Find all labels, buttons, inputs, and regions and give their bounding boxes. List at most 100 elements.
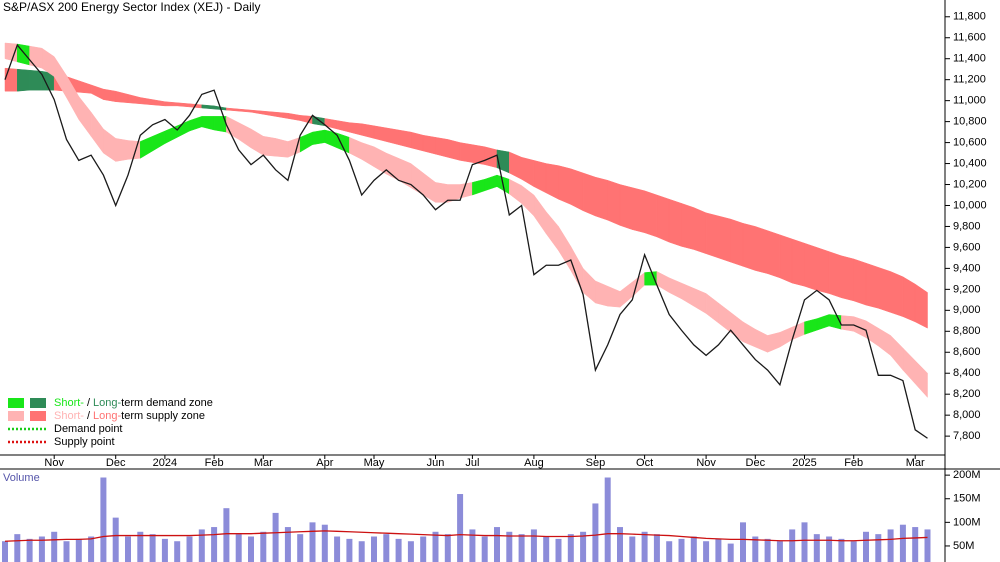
volume-bar (407, 541, 414, 562)
volume-bar (112, 517, 119, 562)
x-tick-label: 2024 (153, 457, 177, 469)
y-tick-label: 200M (953, 469, 981, 481)
short-term-zone (312, 129, 326, 145)
volume-bar (690, 536, 697, 562)
volume-bar (432, 531, 439, 562)
long-term-zone (570, 168, 584, 212)
volume-bar (100, 477, 107, 562)
volume-bar (776, 541, 783, 562)
x-tick-label: Nov (696, 457, 716, 469)
volume-bar (875, 534, 882, 562)
long-term-zone (17, 68, 30, 92)
x-tick-label: Jun (427, 457, 445, 469)
y-tick-label: 9,600 (953, 241, 981, 253)
volume-bar (161, 538, 168, 562)
long-term-zone (791, 238, 805, 287)
long-term-zone (730, 218, 744, 267)
long-term-zone (828, 251, 842, 299)
long-term-zone (816, 247, 830, 294)
volume-bar (518, 534, 525, 562)
short-term-zone (275, 138, 289, 158)
volume-bar (469, 529, 476, 562)
long-term-zone (103, 88, 116, 102)
volume-bar (51, 531, 58, 562)
short-term-zone (115, 138, 129, 162)
long-term-zone (619, 184, 633, 230)
volume-bar (371, 536, 377, 562)
volume-bar (826, 536, 833, 562)
long-term-zone (779, 234, 793, 284)
volume-bar (14, 534, 21, 562)
legend-swatch (8, 411, 24, 421)
volume-bar (235, 534, 242, 562)
long-term-zone (890, 271, 904, 317)
volume-bar (801, 522, 808, 562)
x-tick-label: 2025 (792, 457, 816, 469)
volume-bar (444, 534, 451, 562)
volume-bar (740, 522, 746, 562)
long-term-zone (607, 179, 621, 226)
long-term-zone (386, 127, 399, 145)
long-term-zone (755, 226, 768, 274)
volume-bar (309, 522, 316, 562)
volume-bar (75, 538, 82, 562)
long-term-zone (693, 207, 707, 255)
volume-bar (125, 536, 131, 562)
volume-bar (149, 534, 156, 562)
volume-bar (494, 527, 500, 562)
short-term-zone (914, 360, 928, 398)
chart-title: S&P/ASX 200 Energy Sector Index (XEJ) - … (3, 0, 260, 14)
legend-label: Short- / Long-term demand zone (54, 397, 213, 409)
volume-bar (88, 536, 95, 562)
volume-bar (481, 536, 488, 562)
long-term-zone (914, 283, 928, 329)
long-term-zone (865, 262, 879, 309)
y-tick-label: 11,600 (953, 32, 986, 44)
y-tick-label: 9,200 (953, 283, 981, 295)
volume-bar (813, 534, 820, 562)
legend-label-part: term demand zone (121, 397, 213, 409)
volume-bar (567, 534, 574, 562)
short-term-zone (4, 42, 18, 63)
volume-bar (924, 529, 931, 562)
volume-bar (789, 529, 796, 562)
y-tick-label: 150M (953, 493, 981, 505)
y-tick-label: 8,600 (953, 346, 981, 358)
volume-bar (186, 536, 193, 562)
long-term-zone (841, 255, 854, 302)
volume-bar (850, 541, 857, 562)
volume-title: Volume (3, 472, 40, 484)
volume-bar (912, 527, 919, 562)
short-term-zone (435, 182, 449, 203)
volume-bar (248, 536, 254, 562)
long-term-zone (545, 163, 559, 200)
x-tick-label: Aug (524, 457, 544, 469)
x-tick-label: Mar (254, 457, 273, 469)
y-tick-label: 10,600 (953, 136, 987, 148)
short-term-zone (263, 135, 276, 157)
long-term-zone (447, 139, 461, 161)
legend-label-part: term supply zone (121, 410, 205, 422)
long-term-zone (681, 203, 695, 250)
y-tick-label: 11,400 (953, 53, 986, 65)
y-tick-label: 9,400 (953, 262, 981, 274)
long-term-zone (705, 212, 719, 259)
volume-bar (617, 527, 623, 562)
x-tick-label: May (364, 457, 385, 469)
price-line (4, 43, 928, 439)
short-term-zone (29, 45, 43, 69)
volume-bar (2, 541, 8, 562)
legend-label-part: Short- (54, 410, 84, 422)
volume-bar (272, 512, 279, 562)
y-tick-label: 10,200 (953, 178, 987, 190)
volume-bar (604, 477, 611, 562)
long-term-zone (558, 165, 572, 205)
volume-bar (38, 536, 45, 562)
long-term-zone (644, 190, 658, 238)
volume-bar (211, 527, 218, 562)
volume-bar (629, 536, 636, 562)
volume-bar (297, 534, 304, 562)
legend-label-part: Long- (93, 397, 121, 409)
